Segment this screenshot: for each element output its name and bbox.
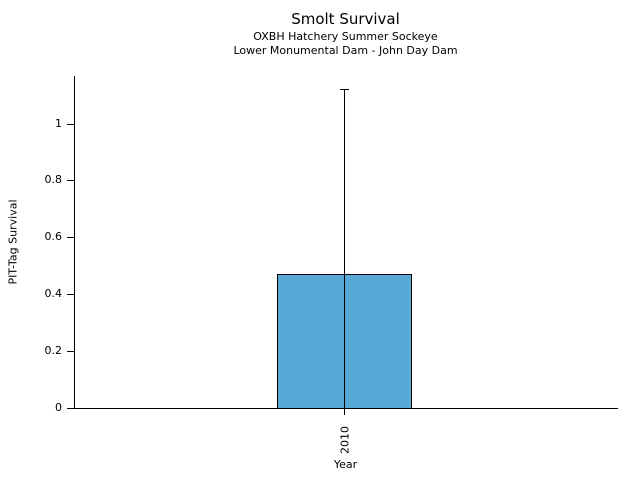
- y-tick-line: [67, 351, 74, 353]
- y-tick-label: 0.8: [44, 173, 63, 187]
- y-axis-title: PIT-Tag Survival: [6, 199, 20, 285]
- y-tick-line: [67, 294, 74, 296]
- chart-title: Smolt Survival: [291, 10, 400, 28]
- y-tick-label: 0.6: [44, 230, 63, 244]
- y-tick-label: 0.2: [44, 344, 63, 358]
- error-bar-line: [344, 89, 345, 408]
- y-tick-line: [67, 180, 74, 182]
- y-tick-label: 1: [55, 116, 62, 130]
- y-tick-line: [67, 237, 74, 239]
- y-tick-line: [67, 408, 74, 409]
- chart-subtitle-line2: Lower Monumental Dam - John Day Dam: [233, 44, 458, 57]
- chart-subtitle-line1: OXBH Hatchery Summer Sockeye: [253, 30, 438, 43]
- y-axis-line: [74, 76, 75, 409]
- error-bar-cap: [340, 89, 349, 91]
- x-tick-label-2010: 2010: [338, 426, 352, 454]
- x-axis-title: Year: [333, 458, 358, 471]
- x-tick-line: [344, 409, 345, 415]
- y-tick-line: [67, 123, 74, 125]
- y-tick-label: 0: [55, 401, 62, 414]
- y-tick-label: 0.4: [44, 287, 63, 301]
